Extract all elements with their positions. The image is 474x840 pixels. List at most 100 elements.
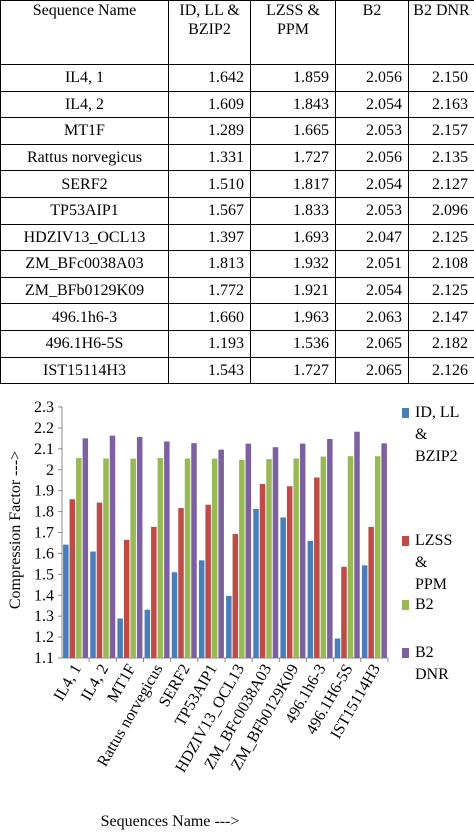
table-cell: 1.833 xyxy=(251,197,336,224)
bar xyxy=(178,508,184,658)
table-cell: Rattus norvegicus xyxy=(1,144,169,171)
table-cell: 2.054 xyxy=(336,91,409,118)
bar xyxy=(130,459,136,658)
y-tick-label: 1.5 xyxy=(34,566,54,583)
bar xyxy=(362,565,368,658)
table-cell: 2.125 xyxy=(409,224,474,251)
y-tick-label: 1.1 xyxy=(34,650,54,667)
table-cell: 1.859 xyxy=(251,65,336,92)
table-cell: TP53AIP1 xyxy=(1,197,169,224)
bar xyxy=(308,541,314,658)
bar xyxy=(164,442,170,658)
table-cell: 1.642 xyxy=(169,65,251,92)
bar xyxy=(191,443,197,658)
table-cell: 2.053 xyxy=(336,197,409,224)
table-cell: 1.397 xyxy=(169,224,251,251)
table-cell: 1.727 xyxy=(251,144,336,171)
bar xyxy=(212,459,218,658)
legend-item: LZSS & PPM xyxy=(402,530,461,596)
table-cell: 2.063 xyxy=(336,304,409,331)
y-tick-label: 1.8 xyxy=(34,504,54,521)
x-axis-title: Sequences Name ---> xyxy=(101,813,240,830)
legend-label: B2 xyxy=(415,594,461,616)
bar xyxy=(124,540,129,658)
bar xyxy=(185,458,191,658)
table-cell: 1.963 xyxy=(251,304,336,331)
table-cell: 2.047 xyxy=(336,224,409,251)
table-cell: 1.693 xyxy=(251,224,336,251)
bar xyxy=(266,459,272,658)
table-cell: 496.1h6-3 xyxy=(1,304,169,331)
table-cell: ZM_BFc0038A03 xyxy=(1,251,169,278)
table-cell: 2.096 xyxy=(409,197,474,224)
header-cell: ID, LL & BZIP2 xyxy=(169,1,251,65)
y-tick-label: 1.7 xyxy=(34,525,54,542)
y-tick-label: 2.2 xyxy=(34,420,54,437)
chart: Compression Factor ---> Sequences Name -… xyxy=(0,390,474,835)
table-cell: 2.054 xyxy=(336,277,409,304)
bar xyxy=(137,437,143,658)
bar xyxy=(76,458,82,658)
bar xyxy=(70,499,76,658)
table-cell: 1.660 xyxy=(169,304,251,331)
bar xyxy=(90,552,96,658)
legend-label: ID, LL & BZIP2 xyxy=(415,402,461,468)
bar xyxy=(83,438,89,658)
header-cell: B2 xyxy=(336,1,409,65)
table-cell: 1.817 xyxy=(251,171,336,198)
table-cell: 1.921 xyxy=(251,277,336,304)
bar xyxy=(287,486,293,658)
bar xyxy=(341,567,347,658)
bar xyxy=(218,450,224,658)
bar xyxy=(172,572,178,658)
bar xyxy=(63,545,68,658)
bar xyxy=(348,456,354,658)
y-axis-title: Compression Factor ---> xyxy=(7,451,24,609)
table-cell: 2.126 xyxy=(409,357,474,384)
y-tick-label: 2.3 xyxy=(34,399,54,416)
header-cell: LZSS & PPM xyxy=(251,1,336,65)
table-cell: 1.331 xyxy=(169,144,251,171)
legend-label: LZSS & PPM xyxy=(415,530,461,596)
bar xyxy=(158,458,164,658)
legend-swatch xyxy=(402,408,409,418)
table-cell: 496.1H6-5S xyxy=(1,330,169,357)
bar xyxy=(226,596,232,658)
y-tick-label: 2.1 xyxy=(34,441,54,458)
bar xyxy=(314,477,320,658)
bar xyxy=(205,505,211,658)
legend-item: ID, LL & BZIP2 xyxy=(402,402,461,468)
bar xyxy=(381,443,387,658)
y-tick-label: 1.6 xyxy=(34,545,54,562)
bar xyxy=(239,460,245,658)
table-cell: 1.193 xyxy=(169,330,251,357)
table-cell: IST15114H3 xyxy=(1,357,169,384)
table-cell: HDZIV13_OCL13 xyxy=(1,224,169,251)
y-tick-label: 1.2 xyxy=(34,629,54,646)
header-cell: B2 DNR xyxy=(409,1,474,65)
table-cell: 1.536 xyxy=(251,330,336,357)
bar xyxy=(293,458,299,658)
bar xyxy=(199,560,205,658)
bar xyxy=(110,436,116,658)
legend-swatch xyxy=(402,536,409,546)
legend-swatch xyxy=(402,648,409,658)
y-tick-label: 1.4 xyxy=(34,587,54,604)
bar xyxy=(300,444,306,658)
table-cell: MT1F xyxy=(1,118,169,145)
legend-item: B2 xyxy=(402,594,461,616)
table-cell: 2.051 xyxy=(336,251,409,278)
table-cell: 1.665 xyxy=(251,118,336,145)
table-cell: 2.056 xyxy=(336,144,409,171)
bar xyxy=(327,439,333,658)
